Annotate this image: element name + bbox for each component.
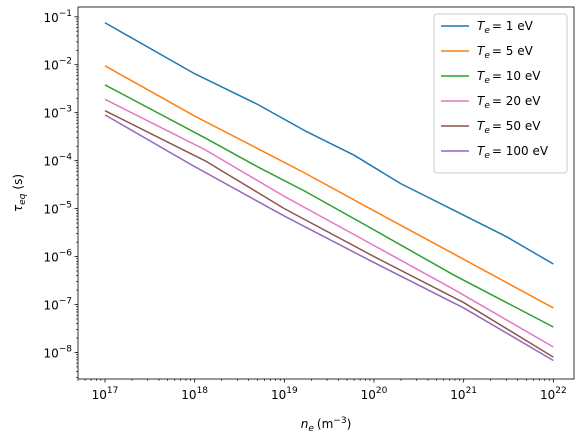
y-axis-label: τeq(s) bbox=[11, 174, 28, 212]
x-tick-label-3: 1020 bbox=[361, 386, 388, 402]
y-tick-label-7: 10−1 bbox=[43, 9, 72, 25]
series-line-2 bbox=[104, 84, 554, 328]
legend-label-5: Te = 100 eV bbox=[477, 144, 549, 161]
legend-box bbox=[433, 13, 568, 174]
legend-label-2: Te = 10 eV bbox=[477, 69, 541, 86]
plot-lines bbox=[104, 22, 554, 362]
y-tick-label-2: 10−6 bbox=[43, 249, 72, 265]
x-tick-label-2: 1019 bbox=[271, 386, 298, 402]
plot-frame bbox=[77, 6, 575, 380]
y-tick-label-6: 10−2 bbox=[43, 57, 72, 73]
series-line-0 bbox=[104, 22, 554, 265]
y-tick-label-3: 10−5 bbox=[43, 201, 72, 217]
legend-label-4: Te = 50 eV bbox=[477, 119, 541, 136]
series-line-5 bbox=[104, 114, 554, 362]
x-tick-label-1: 1018 bbox=[181, 386, 208, 402]
legend: Te = 1 eV Te = 5 eV Te = 10 eV Te = 20 eV Te = 50… bbox=[433, 13, 568, 174]
x-tick-label-4: 1021 bbox=[450, 386, 477, 402]
series-line-1 bbox=[104, 65, 554, 309]
y-tick-label-1: 10−7 bbox=[43, 297, 72, 313]
x-tick-label-5: 1022 bbox=[540, 386, 567, 402]
legend-label-1: Te = 5 eV bbox=[477, 44, 534, 61]
series-line-4 bbox=[104, 110, 554, 358]
y-tick-label-4: 10−4 bbox=[43, 153, 72, 169]
x-axis-label: ne (m−3) bbox=[301, 416, 352, 434]
legend-label-0: Te = 1 eV bbox=[477, 19, 534, 36]
legend-label-3: Te = 20 eV bbox=[477, 94, 541, 111]
y-tick-label-5: 10−3 bbox=[43, 105, 72, 121]
x-tick-label-0: 1017 bbox=[92, 386, 119, 402]
series-line-3 bbox=[104, 98, 554, 348]
y-tick-label-0: 10−8 bbox=[43, 344, 72, 360]
